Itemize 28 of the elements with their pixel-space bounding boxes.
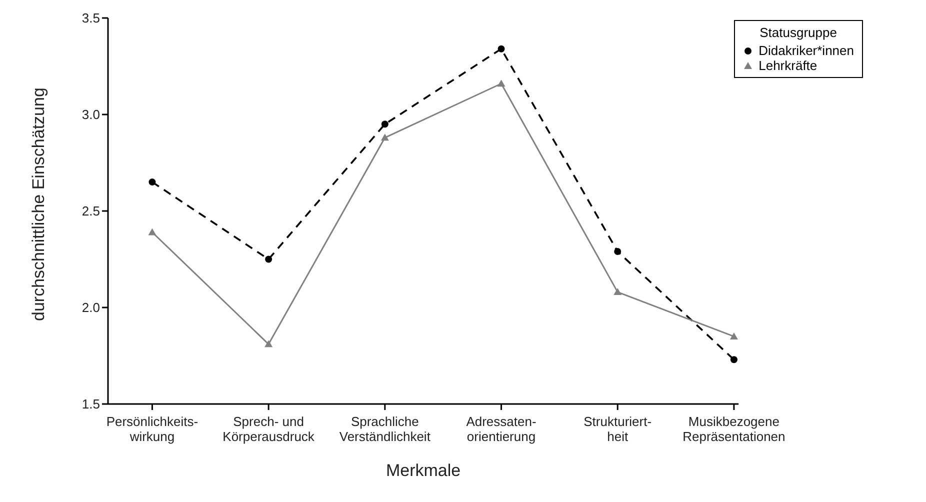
point <box>148 228 156 236</box>
legend-label: Lehrkräfte <box>758 58 818 73</box>
x-tick-label: Musikbezogene Repräsentationen <box>682 414 786 444</box>
point <box>730 356 738 364</box>
point <box>264 340 273 348</box>
y-tick-label: 2.5 <box>82 204 100 219</box>
legend-label: Didakriker*innen <box>758 43 854 58</box>
x-tick-label: Sprech- und Körperausdruck <box>222 414 315 444</box>
point <box>380 134 389 141</box>
y-tick-label: 2.0 <box>82 300 100 316</box>
point <box>148 178 156 186</box>
y-tick-label: 3.5 <box>82 10 100 26</box>
point <box>265 256 272 263</box>
point <box>614 248 622 256</box>
point <box>498 45 505 52</box>
y-tick-label: 1.5 <box>82 396 100 412</box>
point <box>381 120 388 128</box>
x-axis-title: Merkmale <box>386 461 461 480</box>
x-tick-label: Sprachliche Verständlichkeit <box>339 414 431 444</box>
x-tick-label: Adressaten- orientierung <box>466 414 536 444</box>
point <box>730 332 738 340</box>
y-axis-title: durchschnittliche Einschätzung <box>29 88 48 321</box>
y-tick-label: 3.0 <box>82 107 100 122</box>
x-tick-label: Persönlichkeits- wirkung <box>106 414 198 444</box>
x-tick-label: Strukturiert- heit <box>584 414 652 444</box>
legend-title: Statusgruppe <box>758 25 838 40</box>
point <box>614 288 622 296</box>
point <box>497 80 506 87</box>
